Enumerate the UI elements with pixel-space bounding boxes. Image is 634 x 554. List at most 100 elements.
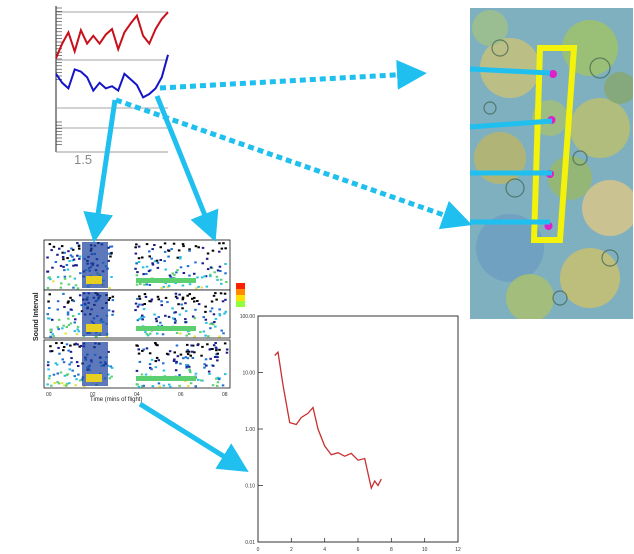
spectrogram-cell xyxy=(216,376,220,379)
spectrogram-cell xyxy=(77,365,80,367)
map-terrain-blob xyxy=(476,214,544,282)
map-crater xyxy=(552,290,568,306)
spectrogram-cell xyxy=(163,242,167,245)
spectrogram-cell xyxy=(188,248,191,251)
spectrogram-cell xyxy=(216,359,219,362)
spectrogram-cell xyxy=(76,328,79,331)
spectrogram-cell xyxy=(57,382,61,385)
spectrogram-cell xyxy=(74,342,78,345)
spectrogram-cell xyxy=(66,268,70,271)
spectrogram-cell xyxy=(208,373,211,375)
spectrogram-cell xyxy=(80,378,84,381)
spectrogram-cell xyxy=(144,331,147,334)
spectrogram-cell xyxy=(200,286,203,289)
spectrogram-cell xyxy=(144,295,148,298)
spectrogram-cell xyxy=(106,364,110,367)
spectrogram-cell xyxy=(224,247,227,250)
spectrogram-cell xyxy=(214,317,218,320)
spectrogram-cell xyxy=(74,264,77,267)
spectrogram-cell xyxy=(222,332,225,335)
spectrogram-cell xyxy=(142,316,146,319)
spectrogram-cell xyxy=(218,348,221,351)
spectrogram-cell xyxy=(179,353,183,356)
spectrogram-svg: 00 02 04 06 08 Sound Interval Time (mins of … xyxy=(33,239,245,403)
decay-y-tick-label: 1.00 xyxy=(245,427,255,433)
spectrogram-cell xyxy=(225,351,229,354)
spectrogram-cell xyxy=(212,344,216,347)
spectrogram-cell xyxy=(177,303,180,306)
spectrogram-cell xyxy=(151,385,155,388)
spectrogram-cell xyxy=(63,251,66,254)
spectrogram-cell xyxy=(111,310,115,313)
spectrogram-cell xyxy=(138,297,142,300)
colorbar-swatch-4 xyxy=(236,301,245,307)
spectrogram-x-tick-label: 04 xyxy=(134,392,140,398)
spectrogram-cell xyxy=(174,319,177,322)
spectrogram-cell xyxy=(134,252,138,255)
spectrogram-cell xyxy=(74,384,77,387)
spectrogram-cell xyxy=(164,268,167,271)
spectrogram-cell xyxy=(66,311,70,314)
spectrogram-cell xyxy=(50,350,54,353)
spectrogram-cell xyxy=(225,348,229,351)
spectrogram-cell xyxy=(73,343,76,346)
spectrogram-cell xyxy=(61,358,64,361)
spectrogram-cell xyxy=(154,366,158,369)
spectrogram-cell xyxy=(57,318,61,321)
upper-series-line xyxy=(55,11,169,59)
spectrogram-cell xyxy=(224,298,227,301)
spectrogram-cell xyxy=(143,283,146,286)
spectrogram-cell xyxy=(167,249,171,252)
spectrogram-cell xyxy=(218,335,221,338)
spectrogram-cell xyxy=(67,317,70,320)
spectrogram-cell xyxy=(221,300,225,303)
spectrogram-cell xyxy=(79,344,83,347)
spectrogram-cell xyxy=(178,374,181,376)
spectrogram-cell xyxy=(78,255,82,258)
spectrogram-cell xyxy=(157,359,160,362)
spectrogram-cell xyxy=(47,361,50,364)
spectrogram-hotspot xyxy=(86,374,102,382)
spectrogram-cell xyxy=(135,243,138,246)
spectrogram-cell xyxy=(56,308,59,311)
spectrogram-cell xyxy=(62,258,65,261)
spectrogram-cell xyxy=(71,255,74,258)
spectrogram-cell xyxy=(56,372,59,375)
spectrogram-cell xyxy=(60,382,64,385)
spectrogram-cell xyxy=(204,358,208,361)
solid-arrow-5 xyxy=(469,118,553,130)
spectrogram-cell xyxy=(141,314,144,317)
spectrogram-y-label: Sound Interval xyxy=(33,292,40,341)
spectrogram-cell xyxy=(107,350,110,353)
spectrogram-cell xyxy=(186,353,190,356)
map-terrain-blob xyxy=(604,72,634,104)
spectrogram-cell xyxy=(56,276,60,279)
spectrogram-cell xyxy=(138,295,141,298)
spectrogram-cell xyxy=(193,300,196,303)
spectrogram-cell xyxy=(75,378,78,381)
spectrogram-cell xyxy=(107,309,111,312)
spectrogram-cell xyxy=(74,318,77,321)
spectrogram-cell xyxy=(65,384,68,387)
spectrogram-cell xyxy=(185,334,188,337)
spectrogram-cell xyxy=(63,384,66,387)
spectrogram-cell xyxy=(184,302,187,305)
spectrogram-cell xyxy=(163,260,166,262)
spectrogram-cell xyxy=(110,375,113,378)
spectrogram-cell xyxy=(46,383,49,386)
spectrogram-cell xyxy=(181,307,184,310)
spectrogram-cell xyxy=(107,299,111,301)
spectrogram-cell xyxy=(148,250,151,253)
spectrogram-cell xyxy=(142,273,145,276)
spectrogram-cell xyxy=(181,284,185,287)
spectrogram-cell xyxy=(219,278,223,281)
spectrogram-cell xyxy=(71,248,75,251)
spectrogram-cell xyxy=(145,333,149,336)
spectrogram-cell xyxy=(156,295,160,298)
spectrogram-cell xyxy=(203,366,206,369)
spectrogram-cell xyxy=(49,335,52,338)
spectrogram-cell xyxy=(141,303,144,306)
spectrogram-cell xyxy=(191,350,194,353)
spectrogram-cell xyxy=(69,296,72,299)
spectrogram-cell xyxy=(204,305,207,308)
